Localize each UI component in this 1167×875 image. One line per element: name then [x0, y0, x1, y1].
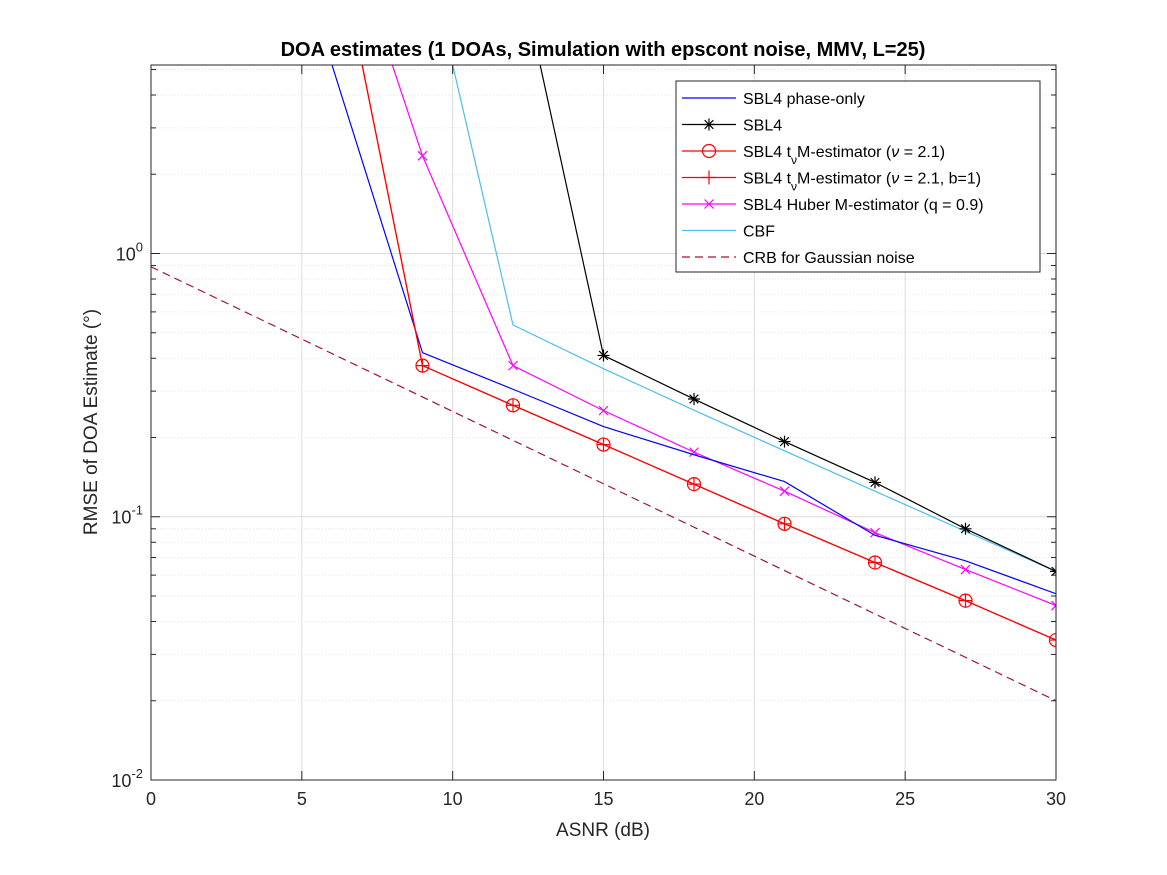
series-5	[452, 65, 1056, 572]
x-tick-label: 20	[744, 789, 764, 809]
marker-x	[508, 360, 518, 371]
series-4	[391, 65, 1056, 611]
x-tick-label: 15	[593, 789, 613, 809]
x-tick-label: 30	[1046, 789, 1066, 809]
legend-label: CBF	[743, 224, 775, 241]
x-axis-label: ASNR (dB)	[556, 820, 650, 841]
y-axis-label: RMSE of DOA Estimate (°)	[81, 309, 102, 535]
legend-label: SBL4 Huber M-estimator (q = 0.9)	[743, 197, 984, 214]
series-layer	[151, 65, 1056, 702]
marker-x	[960, 564, 971, 575]
legend-label: SBL4 tνM-estimator (ν = 2.1, b=1)	[743, 171, 981, 194]
legend: SBL4 phase-only SBL4 SBL4 tνM-estimator (ν…	[675, 80, 1041, 273]
legend-item: CRB for Gaussian noise	[682, 250, 915, 267]
ticks-layer: 100 10-1 10-20 5 10 15 20 25 30	[111, 65, 1066, 809]
y-tick-label: 10-2	[111, 766, 143, 791]
marker-plus	[687, 477, 701, 492]
legend-item: SBL4 Huber M-estimator (q = 0.9)	[682, 197, 984, 214]
x-tick-label: 10	[443, 789, 463, 809]
chart-title: DOA estimates (1 DOAs, Simulation with e…	[281, 39, 926, 61]
y-tick-label: 100	[116, 239, 143, 264]
marker-x	[1051, 600, 1056, 611]
marker-star	[869, 476, 881, 489]
marker-star	[959, 522, 972, 535]
marker-plus	[1049, 633, 1056, 648]
marker-plus	[415, 358, 430, 373]
legend-item: SBL4	[682, 118, 782, 135]
legend-label: SBL4	[743, 118, 782, 135]
legend-label: CRB for Gaussian noise	[743, 250, 915, 267]
marker-plus	[777, 516, 792, 531]
marker-plus	[596, 437, 611, 452]
marker-plus	[958, 593, 973, 608]
legend-item: SBL4 phase-only	[682, 91, 865, 108]
marker-plus	[506, 398, 520, 413]
series-line	[452, 65, 1056, 572]
legend-box	[675, 80, 1041, 273]
legend-item: CBF	[682, 224, 775, 241]
series-line	[151, 266, 1056, 702]
marker-x	[417, 150, 428, 161]
marker-star	[703, 118, 715, 131]
legend-item: SBL4 tνM-estimator (ν = 2.1)	[682, 143, 945, 167]
x-tick-label: 0	[146, 789, 156, 809]
legend-label: SBL4 phase-only	[743, 91, 865, 108]
marker-x	[598, 405, 609, 416]
x-tick-label: 25	[895, 789, 915, 809]
marker-plus	[702, 170, 716, 185]
marker-star	[688, 393, 700, 406]
marker-star	[597, 349, 610, 362]
marker-plus	[868, 555, 882, 570]
marker-x	[704, 199, 714, 209]
series-0	[331, 65, 1056, 595]
series-line	[331, 65, 1056, 595]
marker-star	[778, 435, 791, 448]
series-3	[361, 65, 1056, 648]
marker-x	[779, 486, 790, 497]
series-1	[539, 65, 1056, 578]
legend-label: SBL4 tνM-estimator (ν = 2.1)	[743, 144, 945, 167]
x-tick-label: 5	[297, 789, 307, 809]
legend-item: SBL4 tνM-estimator (ν = 2.1, b=1)	[682, 170, 981, 194]
marker-circle	[701, 143, 717, 159]
y-tick-label: 10-1	[111, 503, 143, 528]
series-6	[151, 266, 1056, 702]
